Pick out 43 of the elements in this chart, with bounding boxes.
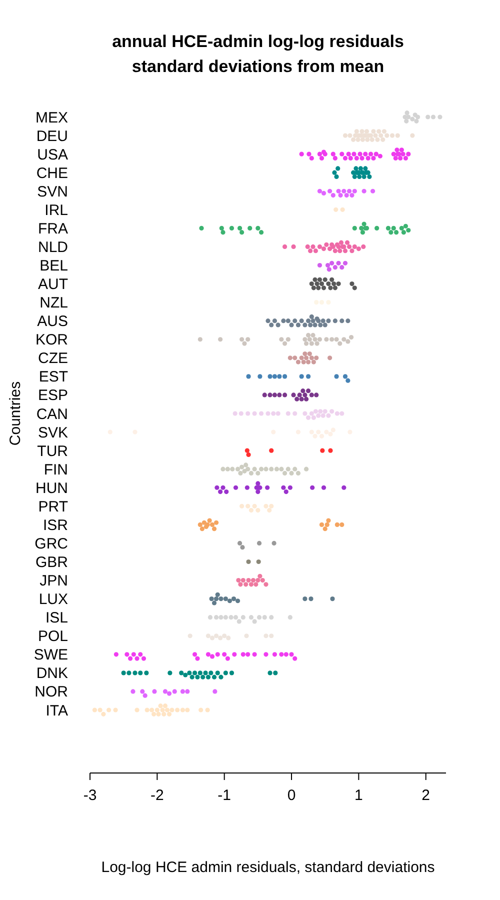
y-tick-label: AUS — [37, 313, 68, 330]
y-tick-label: ESP — [38, 387, 68, 404]
y-tick-label: IRL — [44, 202, 68, 219]
y-tick-label: USA — [37, 146, 68, 164]
y-tick-label: FRA — [38, 220, 68, 238]
x-tick-label: -1 — [218, 787, 232, 804]
y-tick-label: GBR — [35, 554, 68, 571]
x-tick-label: -3 — [83, 787, 97, 804]
y-tick-label: BEL — [40, 258, 68, 274]
y-tick-label: SVK — [38, 424, 68, 442]
y-tick-label: HUN — [36, 480, 68, 497]
y-tick-label: EST — [38, 368, 68, 386]
x-tick-label: 2 — [422, 787, 430, 804]
x-axis-title: Log-log HCE admin residuals, standard deviations — [101, 859, 435, 876]
y-tick-label: PRT — [38, 498, 68, 516]
y-tick-label: SVN — [37, 183, 68, 200]
y-tick-label: FIN — [44, 461, 68, 478]
chart-title: annual HCE-admin log-log residuals — [112, 32, 404, 51]
y-tick-label: KOR — [35, 332, 68, 349]
y-tick-label: MEX — [35, 109, 68, 126]
x-tick-label: -2 — [150, 787, 164, 804]
y-tick-label: NLD — [38, 238, 68, 256]
y-tick-label: TUR — [37, 442, 68, 460]
x-tick-label: 1 — [354, 787, 363, 804]
y-tick-label: SWE — [34, 646, 68, 664]
y-tick-label: ISR — [42, 516, 68, 534]
y-tick-label: AUT — [38, 276, 68, 294]
y-tick-label: DEU — [36, 128, 68, 145]
y-tick-label: ISL — [45, 610, 68, 627]
y-tick-label: GRC — [34, 535, 68, 552]
y-tick-label: NZL — [40, 294, 68, 312]
y-tick-label: CAN — [36, 406, 68, 423]
y-tick-label: NOR — [34, 684, 68, 701]
y-tick-label: CZE — [38, 350, 68, 368]
y-tick-label: LUX — [38, 591, 68, 608]
chart-subtitle: standard deviations from mean — [132, 57, 384, 76]
y-tick-label: POL — [38, 628, 68, 646]
y-tick-label: DNK — [36, 665, 68, 682]
y-axis-title: Countries — [7, 381, 24, 446]
x-tick-label: 0 — [287, 787, 296, 804]
y-tick-label: CHE — [36, 164, 68, 182]
y-tick-label: ITA — [46, 702, 68, 720]
y-tick-label: JPN — [40, 572, 68, 590]
